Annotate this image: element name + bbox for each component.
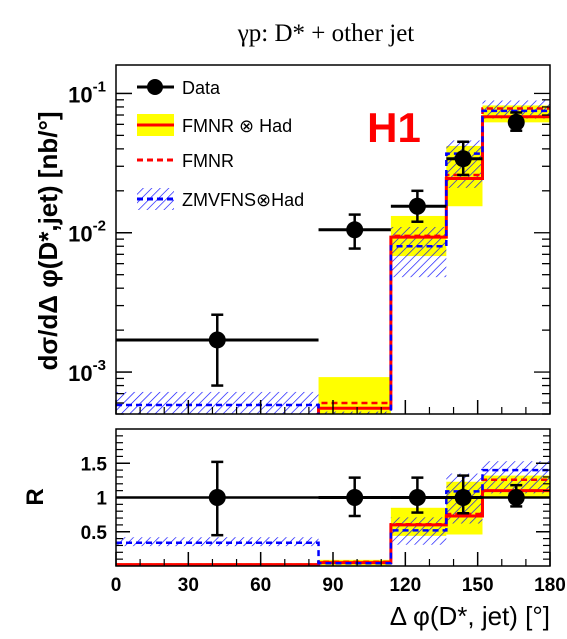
ratio-y-axis-label: R — [22, 488, 49, 505]
top-y-tick-label-2: 10-3 — [68, 357, 106, 386]
x-tick-label-3: 90 — [322, 575, 343, 596]
x-axis-label: Δ φ(D*, jet) [°] — [390, 601, 550, 631]
x-tick-label-6: 180 — [534, 575, 566, 596]
x-tick-label-1: 30 — [178, 575, 199, 596]
ratio-zmvfns-line — [116, 468, 550, 565]
ratio-data-point-4 — [507, 489, 525, 506]
top-data-point-3 — [454, 150, 472, 168]
ratio-data-point-2 — [408, 489, 426, 506]
legend-fmnr-had-label: FMNR ⊗ Had — [182, 116, 292, 136]
top-data-point-1 — [346, 221, 364, 239]
axes: 10-1 10-2 10-3 0.5 1 1.5 0 30 60 90 120 150 180 — [68, 78, 566, 596]
legend-fmnr-label: FMNR — [182, 151, 234, 171]
top-fmnr-had-band-1 — [318, 377, 391, 414]
legend-zmvfns-band — [137, 188, 174, 210]
top-zmvfns-band-2 — [390, 226, 447, 278]
ratio-y-tick-label-2: 1.5 — [81, 454, 108, 475]
x-tick-label-0: 0 — [111, 575, 122, 596]
ratio-plot-content — [116, 460, 550, 566]
x-tick-label-5: 150 — [462, 575, 494, 596]
top-zmvfns-band-0 — [116, 391, 319, 414]
top-y-tick-label-1: 10-2 — [68, 218, 106, 247]
top-data-point-2 — [408, 197, 426, 215]
top-zmvfns-line — [116, 109, 550, 414]
top-zmvfns-band-1 — [318, 411, 391, 414]
top-fmnr-had-band-0 — [116, 420, 319, 445]
legend: Data FMNR ⊗ Had FMNR ZMVFNS⊗Had — [137, 78, 304, 210]
ratio-data-point-1 — [346, 489, 364, 506]
ratio-y-tick-label-1: 1 — [96, 489, 107, 510]
legend-data-label: Data — [182, 78, 221, 98]
top-zmvfns-band-4 — [482, 100, 550, 119]
x-tick-label-2: 60 — [250, 575, 271, 596]
x-tick-label-4: 120 — [389, 575, 421, 596]
top-data-point-4 — [507, 113, 525, 131]
chart-title: γp: D* + other jet — [237, 20, 415, 47]
ratio-data-point-3 — [454, 489, 472, 506]
legend-data-marker — [147, 79, 163, 95]
top-y-tick-label-0: 10-1 — [68, 78, 106, 107]
ratio-y-tick-label-0: 0.5 — [81, 523, 108, 544]
h1-logo: H1 — [367, 104, 421, 151]
top-data-point-0 — [208, 331, 226, 349]
legend-zmvfns-label: ZMVFNS⊗Had — [182, 190, 304, 210]
ratio-data-point-0 — [208, 489, 226, 506]
top-y-axis-label: dσ/dΔ φ(D*,jet) [nb/°] — [33, 112, 63, 371]
top-plot-content — [116, 100, 550, 445]
